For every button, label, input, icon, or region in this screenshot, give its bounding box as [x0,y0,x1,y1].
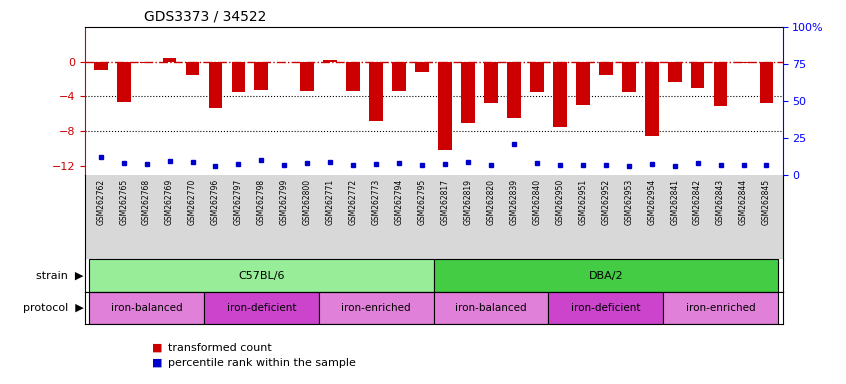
Text: GSM262765: GSM262765 [119,179,128,225]
Bar [663,292,778,324]
Text: GSM262950: GSM262950 [555,179,564,225]
Bar [645,62,658,136]
Text: GSM262797: GSM262797 [234,179,243,225]
Bar [89,292,204,324]
Text: GSM262840: GSM262840 [532,179,541,225]
Text: iron-deficient: iron-deficient [571,303,640,313]
Text: GSM262794: GSM262794 [394,179,404,225]
Bar [438,62,452,151]
Text: iron-balanced: iron-balanced [455,303,527,313]
Text: GDS3373 / 34522: GDS3373 / 34522 [144,9,266,23]
Text: iron-enriched: iron-enriched [686,303,755,313]
Text: GSM262845: GSM262845 [762,179,771,225]
Text: GSM262954: GSM262954 [647,179,656,225]
Bar [232,62,245,92]
Text: ■: ■ [152,358,162,368]
Bar [162,58,177,62]
Bar [346,62,360,91]
Bar [690,62,705,88]
Text: GSM262798: GSM262798 [257,179,266,225]
Bar [507,62,521,118]
Text: GSM262762: GSM262762 [96,179,105,225]
Bar [434,292,548,324]
Text: GSM262796: GSM262796 [211,179,220,225]
Bar [94,62,107,70]
Text: protocol  ▶: protocol ▶ [23,303,84,313]
Bar [393,62,406,91]
Bar [530,62,544,92]
Text: C57BL/6: C57BL/6 [238,270,284,281]
Text: GSM262800: GSM262800 [303,179,312,225]
Text: GSM262842: GSM262842 [693,179,702,225]
Text: DBA/2: DBA/2 [589,270,624,281]
Text: GSM262844: GSM262844 [739,179,748,225]
Bar [319,292,434,324]
Text: GSM262771: GSM262771 [326,179,335,225]
Text: GSM262768: GSM262768 [142,179,151,225]
Text: GSM262819: GSM262819 [464,179,473,225]
Bar [204,292,319,324]
Bar [553,62,567,127]
Text: GSM262841: GSM262841 [670,179,679,225]
Bar [209,62,222,108]
Text: iron-balanced: iron-balanced [111,303,183,313]
Text: GSM262769: GSM262769 [165,179,174,225]
Bar [714,62,728,106]
Text: transformed count: transformed count [168,343,272,353]
Bar [461,62,475,122]
Text: percentile rank within the sample: percentile rank within the sample [168,358,355,368]
Text: GSM262772: GSM262772 [349,179,358,225]
Bar [185,62,200,75]
Bar [255,62,268,90]
Text: GSM262799: GSM262799 [280,179,288,225]
Text: GSM262953: GSM262953 [624,179,633,225]
Bar [140,62,153,63]
Text: GSM262839: GSM262839 [509,179,519,225]
Bar [300,62,314,91]
Text: GSM262951: GSM262951 [579,179,587,225]
Text: iron-enriched: iron-enriched [342,303,411,313]
Bar [576,62,590,105]
Bar [117,62,130,102]
Bar [434,259,778,292]
Bar [370,62,383,121]
Text: strain  ▶: strain ▶ [36,270,84,281]
Bar [323,60,338,62]
Text: GSM262795: GSM262795 [418,179,426,225]
Bar [548,292,663,324]
Bar [89,259,433,292]
Bar [415,62,429,72]
Text: iron-deficient: iron-deficient [227,303,296,313]
Text: ■: ■ [152,343,162,353]
Bar [622,62,635,92]
Bar [737,62,750,63]
Bar [599,62,613,75]
Text: GSM262820: GSM262820 [486,179,496,225]
Bar [484,62,497,103]
Bar [667,62,682,82]
Text: GSM262952: GSM262952 [602,179,610,225]
Text: GSM262770: GSM262770 [188,179,197,225]
Text: GSM262817: GSM262817 [441,179,449,225]
Bar [760,62,773,103]
Text: GSM262843: GSM262843 [716,179,725,225]
Text: GSM262773: GSM262773 [371,179,381,225]
